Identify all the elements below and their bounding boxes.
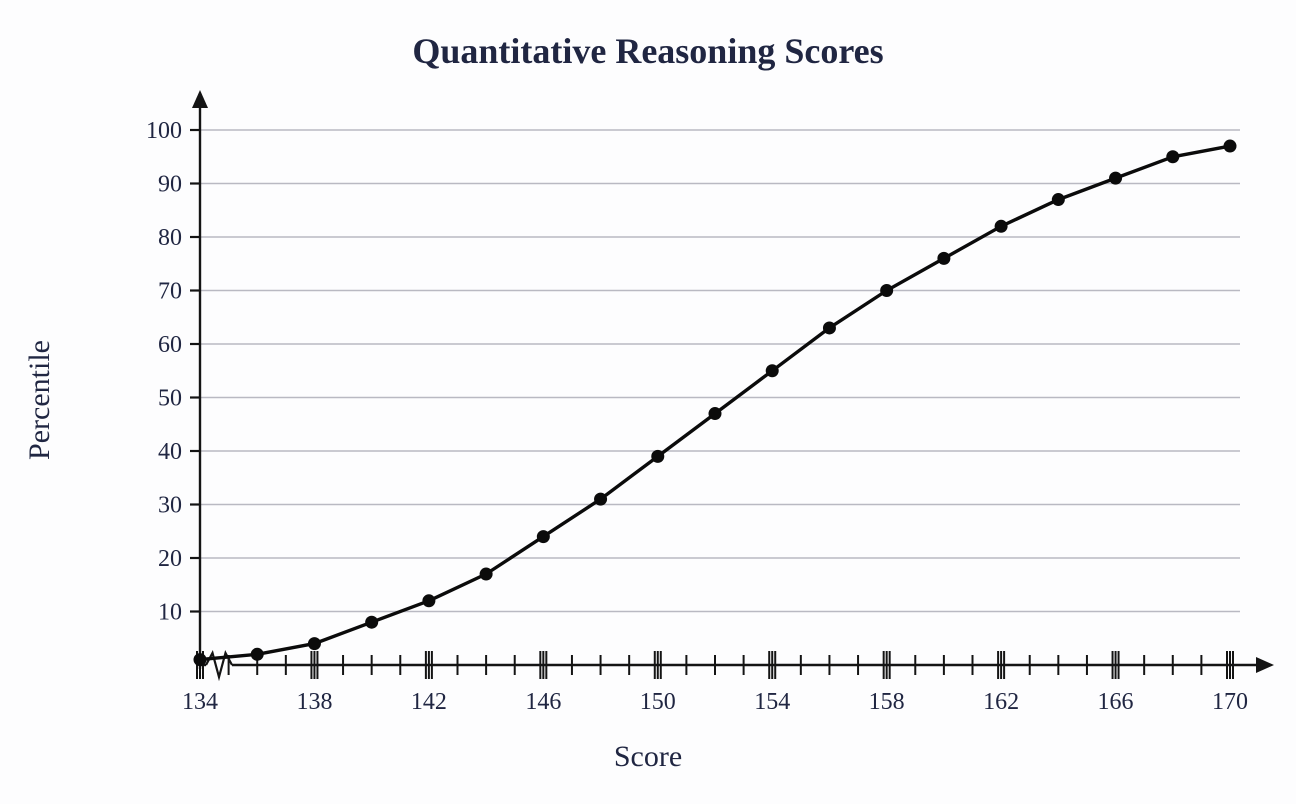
svg-text:162: 162 bbox=[983, 689, 1019, 715]
svg-text:90: 90 bbox=[158, 172, 182, 198]
svg-text:142: 142 bbox=[411, 689, 447, 715]
chart-title: Quantitative Reasoning Scores bbox=[0, 30, 1296, 72]
svg-text:20: 20 bbox=[158, 546, 182, 572]
svg-text:10: 10 bbox=[158, 600, 182, 626]
x-axis-label: Score bbox=[0, 740, 1296, 774]
chart-container: Quantitative Reasoning Scores Percentile… bbox=[0, 0, 1296, 804]
chart-svg: 10 20 30 40 50 60 70 80 90 100 134 138 142 146 150 154 1… bbox=[0, 0, 1296, 804]
svg-text:150: 150 bbox=[640, 689, 676, 715]
svg-text:40: 40 bbox=[158, 439, 182, 465]
svg-text:146: 146 bbox=[525, 689, 561, 715]
svg-text:60: 60 bbox=[158, 332, 182, 358]
svg-text:100: 100 bbox=[146, 118, 182, 144]
svg-text:80: 80 bbox=[158, 225, 182, 251]
svg-text:30: 30 bbox=[158, 493, 182, 519]
svg-text:134: 134 bbox=[182, 689, 218, 715]
svg-text:170: 170 bbox=[1212, 689, 1248, 715]
svg-text:138: 138 bbox=[296, 689, 332, 715]
svg-text:166: 166 bbox=[1098, 689, 1134, 715]
y-axis-label: Percentile bbox=[23, 340, 57, 460]
svg-text:50: 50 bbox=[158, 386, 182, 412]
svg-text:154: 154 bbox=[754, 689, 790, 715]
svg-text:70: 70 bbox=[158, 279, 182, 305]
svg-text:158: 158 bbox=[869, 689, 905, 715]
